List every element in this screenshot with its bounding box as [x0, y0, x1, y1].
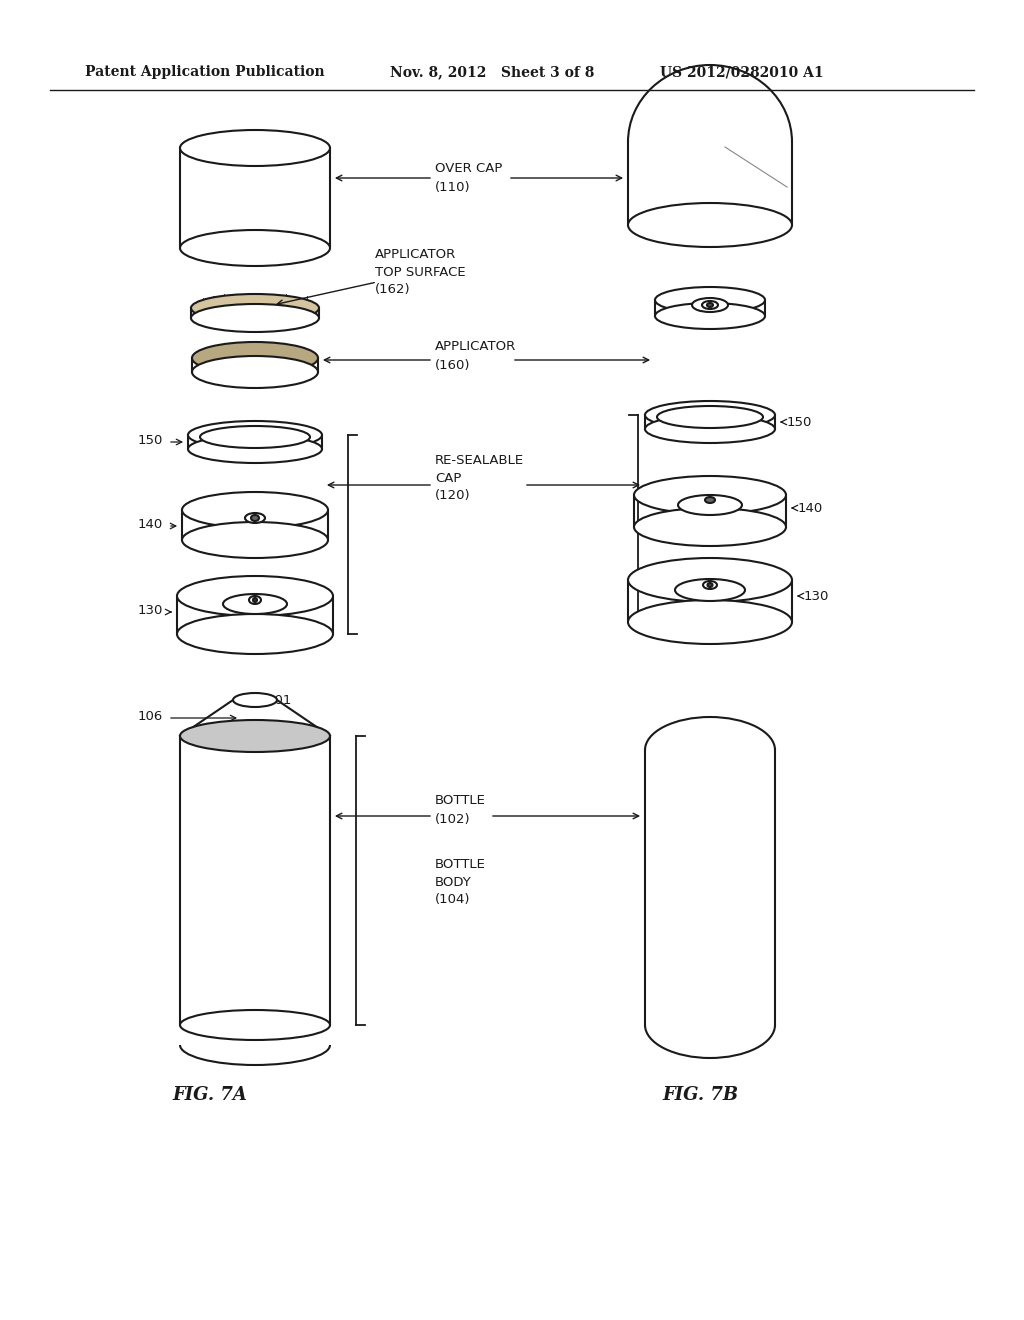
- Text: BOTTLE
BODY
(104): BOTTLE BODY (104): [435, 858, 485, 907]
- Ellipse shape: [191, 294, 319, 322]
- Text: 130: 130: [804, 590, 829, 602]
- Ellipse shape: [233, 693, 278, 708]
- Text: 140: 140: [798, 502, 823, 515]
- Ellipse shape: [628, 601, 792, 644]
- Ellipse shape: [645, 414, 775, 444]
- Ellipse shape: [707, 304, 713, 308]
- Text: Patent Application Publication: Patent Application Publication: [85, 65, 325, 79]
- Ellipse shape: [703, 581, 717, 589]
- Ellipse shape: [705, 498, 715, 503]
- Text: 150: 150: [787, 416, 812, 429]
- Ellipse shape: [678, 495, 742, 515]
- Text: BOTTLE
(102): BOTTLE (102): [435, 795, 485, 825]
- Ellipse shape: [245, 513, 265, 523]
- Text: RE-SEALABLE
CAP
(120): RE-SEALABLE CAP (120): [435, 454, 524, 503]
- Ellipse shape: [657, 407, 763, 428]
- Text: 130: 130: [137, 603, 163, 616]
- Ellipse shape: [634, 477, 786, 513]
- Ellipse shape: [692, 298, 728, 312]
- Ellipse shape: [655, 286, 765, 313]
- Ellipse shape: [177, 614, 333, 653]
- Ellipse shape: [182, 521, 328, 558]
- Ellipse shape: [177, 576, 333, 616]
- Ellipse shape: [702, 301, 718, 309]
- Ellipse shape: [251, 515, 259, 521]
- Ellipse shape: [188, 421, 322, 449]
- Ellipse shape: [193, 356, 318, 388]
- Ellipse shape: [628, 203, 792, 247]
- Ellipse shape: [191, 304, 319, 333]
- Text: APPLICATOR
TOP SURFACE
(162): APPLICATOR TOP SURFACE (162): [375, 248, 466, 297]
- Ellipse shape: [634, 508, 786, 546]
- Text: FIG. 7A: FIG. 7A: [173, 1086, 248, 1104]
- Ellipse shape: [180, 1010, 330, 1040]
- Text: APPLICATOR
(160): APPLICATOR (160): [435, 341, 516, 371]
- Text: US 2012/0282010 A1: US 2012/0282010 A1: [660, 65, 823, 79]
- Ellipse shape: [253, 598, 257, 602]
- Ellipse shape: [180, 230, 330, 267]
- Ellipse shape: [200, 426, 310, 447]
- Text: 150: 150: [137, 433, 163, 446]
- Text: Nov. 8, 2012   Sheet 3 of 8: Nov. 8, 2012 Sheet 3 of 8: [390, 65, 594, 79]
- Ellipse shape: [628, 558, 792, 602]
- Text: OVER CAP
(110): OVER CAP (110): [435, 162, 503, 194]
- Ellipse shape: [180, 129, 330, 166]
- Ellipse shape: [645, 401, 775, 429]
- Ellipse shape: [188, 436, 322, 463]
- Ellipse shape: [223, 594, 287, 614]
- Ellipse shape: [675, 579, 745, 601]
- Text: 140: 140: [138, 517, 163, 531]
- Ellipse shape: [655, 304, 765, 329]
- Ellipse shape: [180, 719, 330, 752]
- Ellipse shape: [249, 597, 261, 605]
- Text: FIG. 7B: FIG. 7B: [662, 1086, 738, 1104]
- Ellipse shape: [708, 583, 713, 587]
- Text: 106: 106: [138, 710, 163, 722]
- Ellipse shape: [193, 342, 318, 374]
- Text: 101: 101: [267, 693, 293, 706]
- Ellipse shape: [182, 492, 328, 528]
